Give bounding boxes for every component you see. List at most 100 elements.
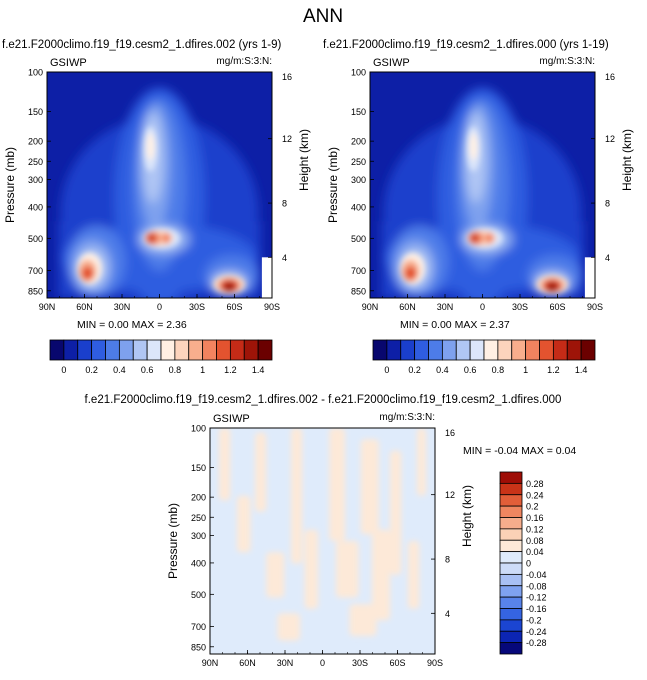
x-tick-label: 30N <box>437 302 454 312</box>
colorbar-label: 0.2 <box>85 365 98 375</box>
colorbar-box <box>243 339 259 361</box>
colorbar-box <box>257 339 273 361</box>
y-tick-label: 300 <box>191 531 206 541</box>
units-label: mg/m:S:3:N: <box>379 412 435 423</box>
colorbar-label: 1.2 <box>547 365 560 375</box>
field-core <box>404 266 417 280</box>
colorbar-label: 1.2 <box>224 365 237 375</box>
y-right-tick-label: 12 <box>445 490 455 500</box>
y-tick-label: 200 <box>351 137 366 147</box>
colorbar-label: -0.28 <box>526 638 547 648</box>
field-core <box>81 266 94 280</box>
y-tick-label: 150 <box>191 463 206 473</box>
colorbar-box <box>499 505 523 518</box>
y-right-tick-label: 12 <box>605 134 615 144</box>
colorbar-label: -0.16 <box>526 604 547 614</box>
y-tick-label: 700 <box>351 266 366 276</box>
x-tick-label: 60N <box>399 302 416 312</box>
field-core <box>161 233 171 244</box>
field-core <box>146 133 155 161</box>
field-contour <box>304 529 318 609</box>
colorbar-label: 0.4 <box>436 365 449 375</box>
colorbar-label: 1 <box>523 365 528 375</box>
colorbar-box <box>469 339 485 361</box>
x-tick-label: 60S <box>226 302 242 312</box>
colorbar-label: 0 <box>384 365 389 375</box>
colorbar-box <box>63 339 79 361</box>
y-tick-label: 700 <box>191 622 206 632</box>
y-tick-label: 700 <box>28 266 43 276</box>
colorbar-label: 0.04 <box>526 547 544 557</box>
y-tick-label: 100 <box>191 424 206 434</box>
y-tick-label: 850 <box>351 286 366 296</box>
colorbar-box <box>499 528 523 541</box>
colorbar-box <box>372 339 388 361</box>
field-contour <box>291 428 303 564</box>
colorbar-label: -0.2 <box>526 615 542 625</box>
colorbar-box <box>499 596 523 609</box>
colorbar-box <box>499 482 523 496</box>
colorbar-label: 0.8 <box>169 365 182 375</box>
x-tick-label: 90S <box>264 302 280 312</box>
colorbar-box <box>580 339 596 361</box>
colorbar-label: 0 <box>526 559 531 569</box>
x-tick-label: 30N <box>114 302 131 312</box>
x-tick-label: 90S <box>427 658 443 668</box>
colorbar-label: 0.4 <box>113 365 126 375</box>
colorbar-box <box>552 339 568 361</box>
data-field <box>210 428 435 654</box>
field-contour <box>266 552 285 598</box>
x-tick-label: 30S <box>352 658 368 668</box>
colorbar-box <box>91 339 106 361</box>
y-tick-label: 250 <box>28 157 43 167</box>
field-contour <box>277 613 300 641</box>
colorbar-box <box>499 608 523 621</box>
x-tick-label: 90S <box>587 302 603 312</box>
variable-label: GSIWP <box>50 57 87 69</box>
colorbar-label: 0.08 <box>526 536 544 546</box>
colorbar-box <box>499 471 523 484</box>
colorbar-label: -0.08 <box>526 581 547 591</box>
colorbar-label: 0.16 <box>526 513 544 523</box>
field-contour <box>219 428 231 501</box>
colorbar-box <box>229 339 245 361</box>
x-tick-label: 60S <box>549 302 565 312</box>
colorbar-box <box>216 339 231 361</box>
colorbar-label: 0.12 <box>526 524 544 534</box>
colorbar-box <box>499 585 523 598</box>
stats-min-max: MIN = 0.00 MAX = 2.37 <box>400 319 510 331</box>
colorbar-label: 0.2 <box>408 365 421 375</box>
colorbar-box <box>499 551 523 564</box>
colorbar-box <box>105 339 120 361</box>
colorbar-box <box>188 339 204 361</box>
colorbar-box <box>499 573 523 587</box>
colorbar-box <box>511 339 527 361</box>
colorbar-box <box>132 339 148 361</box>
colorbar-box <box>118 339 134 361</box>
y-right-axis-title: Height (km) <box>460 485 474 547</box>
y-tick-label: 500 <box>191 590 206 600</box>
x-tick-label: 60N <box>239 658 256 668</box>
x-tick-label: 30S <box>189 302 205 312</box>
colorbar-box <box>441 339 457 361</box>
y-tick-label: 300 <box>351 175 366 185</box>
y-right-tick-label: 16 <box>445 428 455 438</box>
y-tick-label: 400 <box>351 202 366 212</box>
x-tick-label: 90N <box>362 302 379 312</box>
y-tick-label: 500 <box>28 234 43 244</box>
colorbar-box <box>174 339 190 361</box>
colorbar-label: 0.6 <box>464 365 477 375</box>
panel-title: f.e21.F2000climo.f19_f19.cesm2_1.dfires.… <box>323 39 609 51</box>
page-title: ANN <box>303 6 343 27</box>
field-contour <box>408 541 420 609</box>
y-right-tick-label: 16 <box>605 72 615 82</box>
colorbar-box <box>499 562 523 575</box>
colorbar-box <box>455 339 471 361</box>
y-tick-label: 100 <box>351 68 366 78</box>
colorbar-box <box>428 339 443 361</box>
field-core <box>223 282 235 292</box>
panel-bottom-difference: 100 150 200 250 300 400 500 700 850 16 12 8 4 90N 60N 3… <box>85 394 577 668</box>
